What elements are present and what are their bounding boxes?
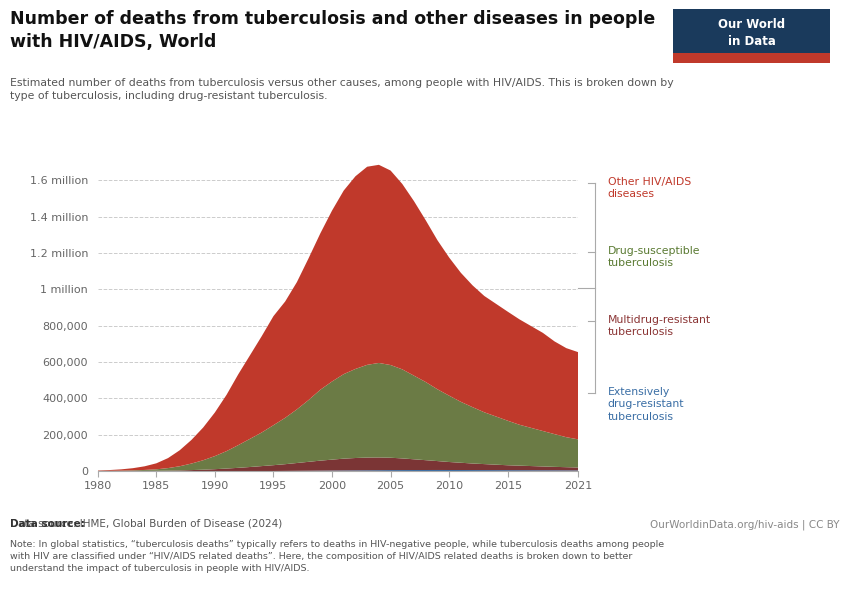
- Text: Data source: IHME, Global Burden of Disease (2024): Data source: IHME, Global Burden of Dise…: [10, 519, 282, 529]
- Text: Other HIV/AIDS
diseases: Other HIV/AIDS diseases: [608, 177, 691, 199]
- Text: Drug-susceptible
tuberculosis: Drug-susceptible tuberculosis: [608, 246, 700, 268]
- Text: Our World: Our World: [718, 17, 785, 31]
- Text: Note: In global statistics, “tuberculosis deaths” typically refers to deaths in : Note: In global statistics, “tuberculosi…: [10, 540, 665, 574]
- FancyBboxPatch shape: [673, 9, 830, 63]
- Text: Estimated number of deaths from tuberculosis versus other causes, among people w: Estimated number of deaths from tubercul…: [10, 78, 674, 101]
- Text: Number of deaths from tuberculosis and other diseases in people
with HIV/AIDS, W: Number of deaths from tuberculosis and o…: [10, 10, 655, 51]
- Text: Multidrug-resistant
tuberculosis: Multidrug-resistant tuberculosis: [608, 315, 711, 337]
- Text: in Data: in Data: [728, 35, 776, 48]
- Text: Data source:: Data source:: [10, 519, 85, 529]
- Text: Extensively
drug-resistant
tuberculosis: Extensively drug-resistant tuberculosis: [608, 387, 684, 422]
- Text: OurWorldinData.org/hiv-aids | CC BY: OurWorldinData.org/hiv-aids | CC BY: [650, 519, 840, 529]
- Bar: [673, 53, 830, 63]
